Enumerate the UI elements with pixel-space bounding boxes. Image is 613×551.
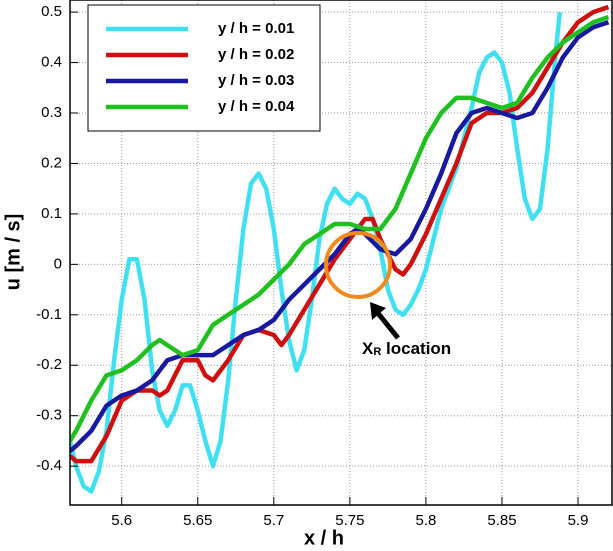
annotation: XR location xyxy=(362,339,451,358)
y-tick-label: -0.3 xyxy=(36,407,62,424)
xr-marker-circle xyxy=(324,231,392,299)
series-line xyxy=(70,11,562,494)
legend: y / h = 0.01 y / h = 0.02 y / h = 0.03 y / … xyxy=(87,4,321,132)
legend-label: y / h = 0.01 xyxy=(218,20,294,37)
x-tick-label: 5.7 xyxy=(263,512,284,529)
y-axis-label: u [m / s] xyxy=(2,214,24,291)
x-tick-label: 5.6 xyxy=(111,512,132,529)
x-tick-label: 5.85 xyxy=(487,512,516,529)
y-tick-label: 0.3 xyxy=(41,104,62,121)
series-line xyxy=(70,20,610,453)
x-tick-label: 5.8 xyxy=(415,512,436,529)
y-tick-label: -0.1 xyxy=(36,306,62,323)
y-tick-label: 0.2 xyxy=(41,154,62,171)
legend-box xyxy=(87,4,321,132)
y-tick-label: -0.2 xyxy=(36,356,62,373)
x-tick-label: 5.65 xyxy=(183,512,212,529)
x-axis-label: x / h xyxy=(304,527,344,549)
plot-frame xyxy=(69,0,613,506)
axes: -0.4 -0.3 -0.2 -0.1 0 0.1 0.2 0.3 0.4 0.5 5.6 5.65 5… xyxy=(36,0,613,529)
y-tick-label: 0 xyxy=(54,255,62,272)
y-tick-label: -0.4 xyxy=(36,457,62,474)
annotation-arrow xyxy=(375,310,400,340)
y-tick-label: 0.4 xyxy=(41,54,62,71)
y-tick-label: 0.1 xyxy=(41,205,62,222)
legend-label: y / h = 0.04 xyxy=(218,98,295,115)
annotation-main: X xyxy=(362,339,374,358)
legend-label: y / h = 0.03 xyxy=(218,72,294,89)
x-tick-label: 5.75 xyxy=(335,512,364,529)
x-tick-label: 5.9 xyxy=(568,512,589,529)
annotation-sub: R xyxy=(373,346,381,358)
legend-label: y / h = 0.02 xyxy=(218,46,294,63)
series-line xyxy=(70,15,610,443)
annotation-arrowhead xyxy=(370,302,386,320)
y-tick-label: 0.5 xyxy=(41,3,62,20)
annotation-rest: location xyxy=(381,339,451,358)
